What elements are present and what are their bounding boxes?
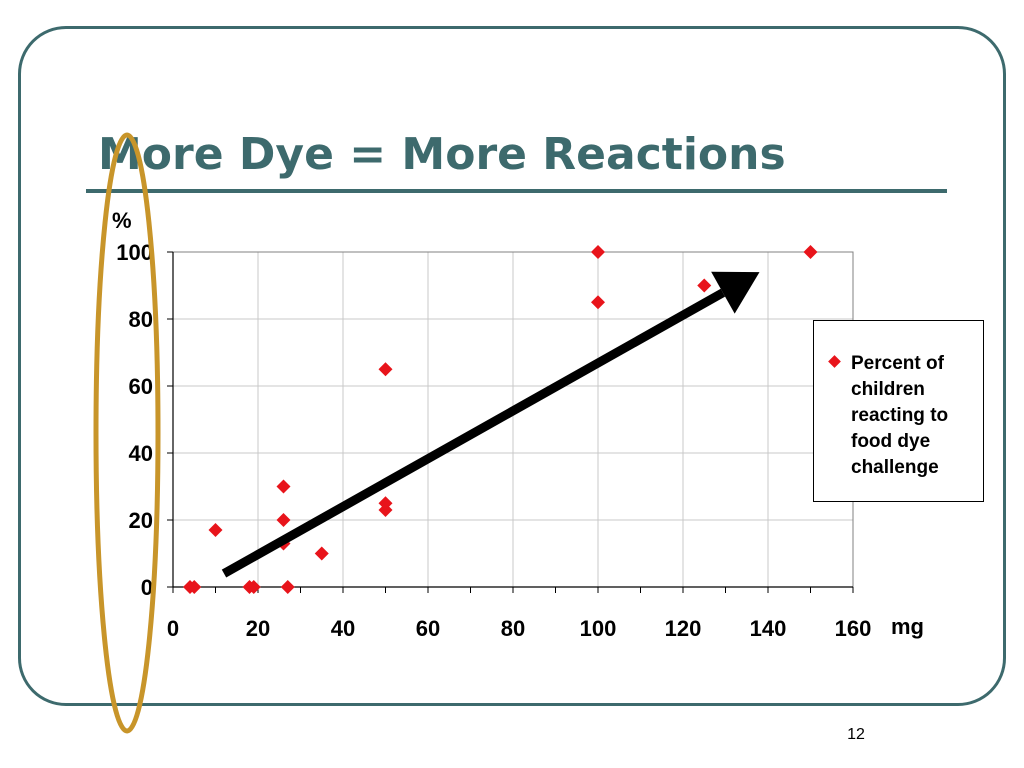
y-tick-label: 0 (141, 575, 153, 600)
data-points (183, 245, 818, 594)
data-point (314, 546, 329, 561)
trend-arrow-shaft (221, 288, 726, 578)
data-point (803, 245, 818, 259)
grid (173, 252, 853, 587)
legend: Percent of children reacting to food dye… (813, 320, 984, 502)
y-tick-label: 60 (129, 374, 153, 399)
data-point (276, 513, 291, 527)
data-point (276, 479, 291, 494)
data-point (591, 295, 605, 310)
x-tick-label: 160 (835, 616, 872, 641)
x-tick-label: 140 (750, 616, 787, 641)
data-point (208, 523, 223, 538)
x-tick-label: 0 (167, 616, 179, 641)
x-tick-label: 120 (665, 616, 702, 641)
y-tick-label: 20 (129, 508, 153, 533)
x-tick-label: 100 (580, 616, 617, 641)
slide-title: More Dye = More Reactions (98, 129, 786, 180)
data-point (378, 362, 393, 377)
data-point (697, 278, 712, 293)
title-underline (86, 189, 947, 193)
tick-labels: 0 20 40 60 80 100 0 20 40 60 80 100 120 140 160 (116, 240, 871, 641)
y-tick-label: 40 (129, 441, 153, 466)
x-tick-label: 80 (501, 616, 525, 641)
y-tick-label: 100 (116, 240, 153, 265)
page-number: 12 (847, 726, 865, 743)
data-point (378, 496, 393, 511)
data-point (280, 580, 295, 594)
trend-arrow-head (711, 271, 760, 314)
x-axis-label: mg (891, 614, 924, 639)
data-point (246, 580, 261, 594)
slide-frame (18, 26, 1006, 706)
data-point (187, 580, 202, 594)
legend-diamond-icon (828, 355, 841, 368)
x-tick-label: 60 (416, 616, 440, 641)
y-tick-label: 80 (129, 307, 153, 332)
legend-label: Percent of children reacting to food dye… (851, 353, 949, 478)
data-point (591, 245, 605, 259)
axes (167, 251, 854, 593)
y-axis-label: % (112, 208, 132, 233)
x-tick-label: 20 (246, 616, 270, 641)
trend-arrow (221, 271, 760, 578)
x-tick-label: 40 (331, 616, 355, 641)
